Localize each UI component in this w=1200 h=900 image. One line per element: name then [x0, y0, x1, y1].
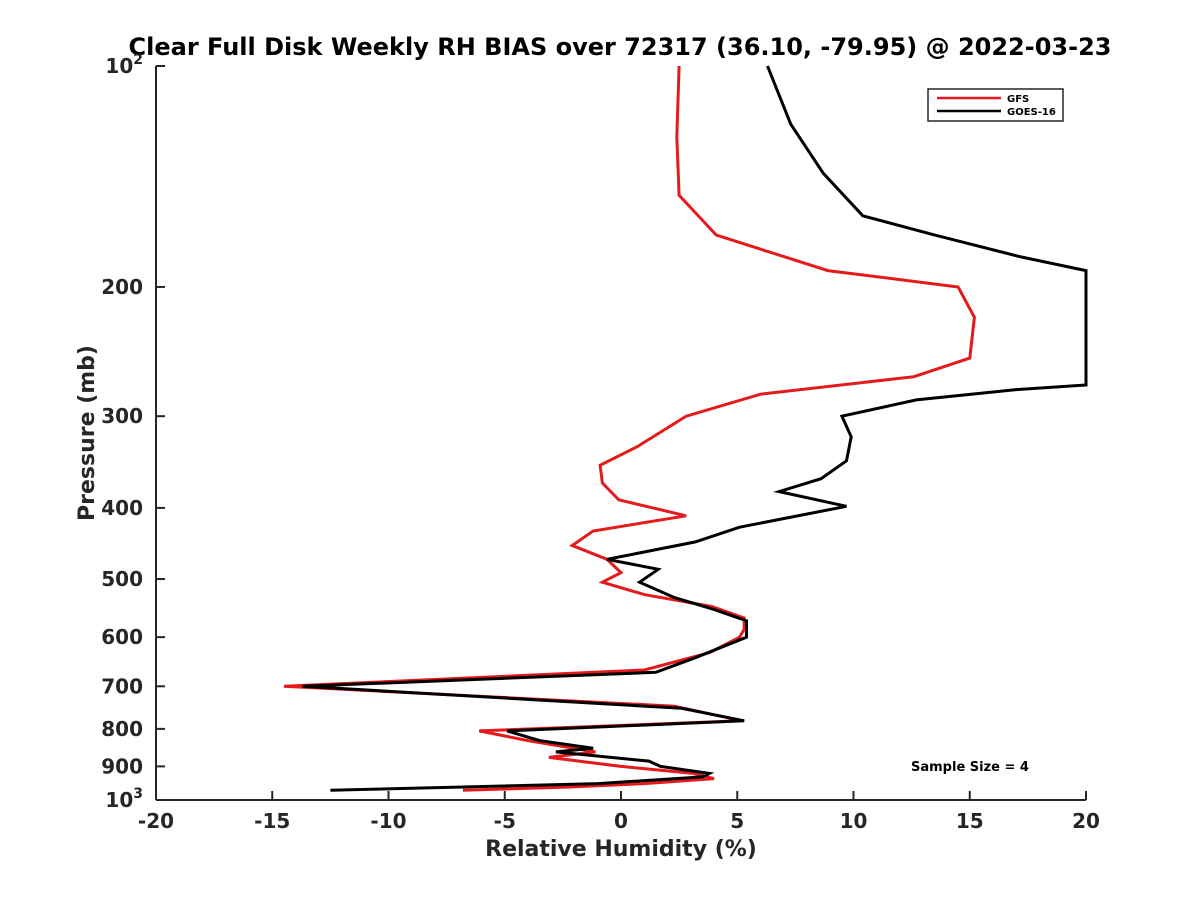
y-tick-label: 102 — [105, 52, 143, 78]
legend-box — [927, 88, 1064, 122]
y-tick-label: 200 — [101, 275, 143, 299]
x-axis-label: Relative Humidity (%) — [485, 837, 757, 862]
x-tick-label: 0 — [614, 809, 628, 833]
y-ticks: 102 200 300 400 500 600 700 800 900 103 — [101, 52, 165, 812]
y-axis-label: Pressure (mb) — [75, 345, 100, 521]
y-tick-label: 900 — [101, 754, 143, 778]
series-line-1 — [302, 65, 1088, 792]
x-tick-label: 15 — [956, 809, 984, 833]
series-layer — [283, 65, 1088, 792]
y-tick-label: 400 — [101, 496, 143, 520]
y-tick-label: 700 — [101, 674, 143, 698]
chart-title: Clear Full Disk Weekly RH BIAS over 7231… — [129, 33, 1112, 61]
y-tick-label: 500 — [101, 567, 143, 591]
x-tick-label: -20 — [138, 809, 174, 833]
legend-label-1: GOES-16 — [1007, 107, 1056, 118]
sample-size-annotation: Sample Size = 4 — [911, 760, 1029, 775]
y-tick-label: 800 — [101, 717, 143, 741]
x-tick-label: -5 — [494, 809, 516, 833]
legend-label-0: GFS — [1007, 94, 1029, 105]
y-tick-label: 103 — [105, 786, 143, 812]
y-tick-label: 600 — [101, 625, 143, 649]
x-tick-label: -10 — [370, 809, 406, 833]
y-tick-label: 300 — [101, 404, 143, 428]
x-tick-label: 5 — [730, 809, 744, 833]
x-tick-label: 10 — [840, 809, 868, 833]
x-tick-label: -15 — [254, 809, 290, 833]
x-tick-label: 20 — [1072, 809, 1100, 833]
x-ticks: -20 -15 -10 -5 0 5 10 15 20 — [138, 791, 1100, 833]
legend: GFS GOES-16 — [927, 88, 1064, 122]
plot-area — [156, 66, 1086, 800]
